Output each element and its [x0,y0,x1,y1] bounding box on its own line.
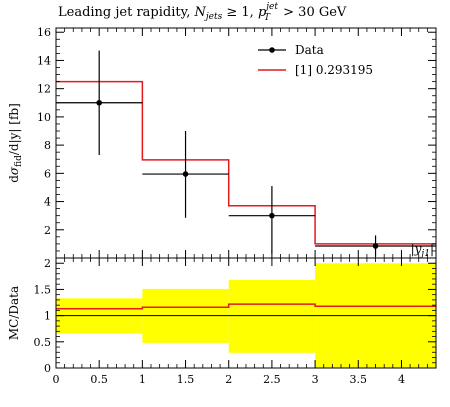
title-pt-sub: T [264,13,271,23]
ratio-y-tick-label: 1.5 [34,283,52,296]
x-tick-labels: 0 0.5 1 1.5 2 2.5 3 3.5 4 [53,373,405,386]
mc-histogram [56,80,436,245]
main-y-tick-labels: 2 4 6 8 10 12 14 16 [37,26,51,237]
main-y-tick-label: 12 [37,83,51,96]
ratio-y-tick-label: 0 [44,362,51,375]
legend-data-label: Data [295,43,324,57]
xlabel-bar-left: | [411,242,415,256]
main-y-tick-label: 8 [44,139,51,152]
xlabel-bar-right: | [430,242,434,256]
xlabel-sub: j1 [419,249,430,259]
title-pt: p [258,5,267,20]
main-panel: 2 4 6 8 10 12 14 16 dσfid/d|y| [fb] Data [1] 0.… [7,26,437,259]
main-y-tick-label: 10 [37,111,51,124]
main-y-tick-label: 4 [44,196,51,209]
data-marker [96,99,102,106]
title-njets: N [194,5,207,20]
ratio-y-axis-label: MC/Data [7,286,21,340]
data-point [142,131,229,218]
main-y-tick-label: 6 [44,167,51,180]
main-y-tick-label: 16 [37,26,51,39]
title-geq: ≥ 1, [222,5,258,20]
legend-mc-label: [1] 0.293195 [295,63,373,77]
ratio-y-tick-label: 1 [44,310,51,323]
title-prefix: Leading jet rapidity, [58,5,195,20]
ylabel-sub: fid [14,155,24,167]
title-pt-sup: jet [264,2,278,12]
legend-data-marker [269,47,275,53]
x-tick-label: 3.5 [350,373,368,386]
data-marker [182,171,189,177]
x-tick-label: 2 [225,373,232,386]
x-tick-label: 4 [398,373,405,386]
x-tick-label: 3 [312,373,319,386]
x-tick-label: 2.5 [263,373,281,386]
ylabel-d: d [7,175,21,183]
ratio-ticks [55,258,436,369]
main-y-axis-label: dσfid/d|y| [fb] [7,103,24,183]
main-plot-area [56,50,436,257]
ylabel-rest: /d|y| [fb] [7,103,21,155]
main-x-axis-label: |yj1| [411,242,434,259]
data-point [315,235,436,257]
ratio-y-tick-labels: 0 0.5 1 1.5 2 [34,257,52,375]
main-y-tick-label: 2 [44,224,51,237]
ylabel-sigma: σ [7,166,21,175]
data-marker [269,212,275,219]
xlabel-y: y [414,242,422,256]
ratio-mc-histogram [56,303,436,310]
title-njets-sub: jets [204,12,223,22]
ratio-uncertainty-band [228,280,316,353]
data-point [228,186,316,254]
ratio-plot-area [56,263,436,368]
main-frame [55,27,437,259]
chart-title: Leading jet rapidity, Njets ≥ 1, pjet T >… [58,2,347,23]
main-ticks [55,28,436,258]
ratio-y-tick-label: 2 [44,257,51,270]
x-tick-label: 1 [139,373,146,386]
data-point [56,50,143,155]
main-y-tick-label: 14 [37,54,51,67]
title-pt-suffix: > 30 GeV [279,5,347,20]
ratio-panel: 0 0.5 1 1.5 2 0 0.5 1 1.5 2 2.5 3 3.5 4 MC/Data [7,257,437,386]
data-marker [372,243,379,249]
x-tick-label: 1.5 [177,373,195,386]
legend: Data [1] 0.293195 [258,43,373,77]
ratio-y-tick-label: 0.5 [34,336,52,349]
x-tick-label: 0.5 [90,373,108,386]
x-tick-label: 0 [53,373,60,386]
